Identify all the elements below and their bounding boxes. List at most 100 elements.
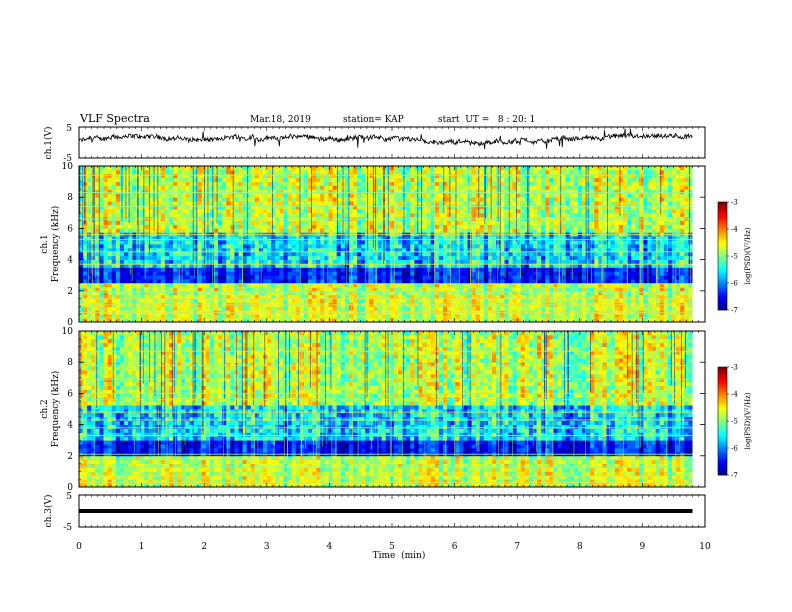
spectrogram-cell [504,173,509,179]
spectrogram-cell [418,236,423,241]
spectrogram-cell [246,298,252,303]
spectrogram-cell [173,220,178,225]
spectrogram-cell [291,169,297,175]
spectrogram-cell [377,212,383,218]
spectrogram-cell [99,275,104,280]
spectrogram-cell [144,193,149,198]
spectrogram-cell [152,208,158,214]
spectrogram-cell [332,267,338,272]
spectrogram-cell [459,271,464,276]
spectrogram-cell [152,189,158,194]
spectrogram-cell [438,306,444,311]
spectrogram-cell [99,205,104,210]
spectrogram-cell [164,208,170,214]
spectrogram-cell [357,251,362,257]
spectrogram-cell [283,251,288,257]
spectrogram-cell [230,255,235,260]
spectrogram-cell [410,208,415,214]
spectrogram-cell [226,189,231,194]
spectrogram-cell [471,208,477,214]
spectrogram-cell [479,189,485,194]
spectrogram-cell [160,169,166,175]
spectrogram-cell [549,298,554,303]
spectrogram-cell [377,224,383,229]
spectrogram-cell [524,294,530,299]
spectrogram-cell [422,205,428,210]
spectrogram-cell [222,286,227,292]
spectrogram-cell [140,314,145,319]
spectrogram-cell [213,294,219,299]
spectrogram-cell [553,197,558,202]
spectrogram-cell [430,263,436,268]
ch1-waveform-panel: 5 -5 ch.1(V) [43,124,706,164]
spectrogram-cell [119,228,125,233]
spectrogram-cell [357,228,362,233]
spectrogram-cell [385,283,391,288]
spectrogram-cell [541,169,546,175]
spectrogram-cell [532,224,538,229]
spectrogram-cell [459,181,464,186]
spectrogram-cell [492,244,497,249]
spectrogram-cell [213,169,219,175]
spectrogram-cell [410,177,415,182]
spectrogram-cell [324,224,329,229]
spectrogram-cell [451,251,456,257]
spectrogram-cell [438,267,444,272]
spectrogram-cell [303,236,309,241]
spectrogram-cell [168,208,174,214]
spectrogram-cell [295,247,301,253]
spectrogram-cell [357,181,362,186]
spectrogram-cell [299,173,305,179]
spectrogram-cell [299,220,305,225]
spectrogram-cell [459,185,464,190]
spectrogram-cell [528,298,534,303]
spectrogram-cell [144,208,149,214]
spectrogram-cell [541,259,546,264]
spectrogram-cell [406,271,411,276]
spectrogram-cell [410,224,415,229]
spectrogram-cell [99,177,104,182]
ch1-frame [78,126,706,159]
spectrogram-cell [398,169,403,175]
spectrogram-cell [275,212,280,218]
spectrogram-cell [140,271,145,276]
spectrogram-cell [287,224,293,229]
spectrogram-cell [156,286,162,292]
spectrogram-cell [218,271,223,276]
spectrogram-cell [532,318,538,323]
spectrogram-cell [209,294,215,299]
spectrogram-cell [393,286,399,292]
spectrogram-cell [107,318,113,323]
spectrogram-cell [410,205,415,210]
spectrogram-cell [246,247,252,253]
spectrogram-cell [545,224,550,229]
spectrogram-cell [246,181,252,186]
spectrogram-cell [553,286,558,292]
spectrogram-cell [471,271,477,276]
spectrogram-cell [308,224,313,229]
spectrogram-cell [455,244,460,249]
spectrogram-cell [164,181,170,186]
spectrogram-cell [532,193,538,198]
spectrogram-cell [393,306,399,311]
spectrogram-cell [545,212,550,218]
spectrogram-cell [373,314,378,319]
spectrogram-cell [189,185,194,190]
spectrogram-cell [250,275,256,280]
spectrogram-cell [193,251,199,257]
spectrogram-cell [242,306,248,311]
spectrogram-cell [152,314,158,319]
spectrogram-cell [443,244,448,249]
spectrogram-cell [197,306,203,311]
spectrogram-cell [250,220,256,225]
spectrogram-cell [426,212,432,218]
spectrogram-cell [197,263,203,268]
spectrogram-cell [414,279,419,284]
spectrogram-cell [549,189,554,194]
spectrogram-cell [479,212,485,218]
spectrogram-cell [303,177,309,182]
spectrogram-cell [328,279,333,284]
spectrogram-cell [357,185,362,190]
spectrogram-cell [545,290,550,296]
spectrogram-cell [492,283,497,288]
